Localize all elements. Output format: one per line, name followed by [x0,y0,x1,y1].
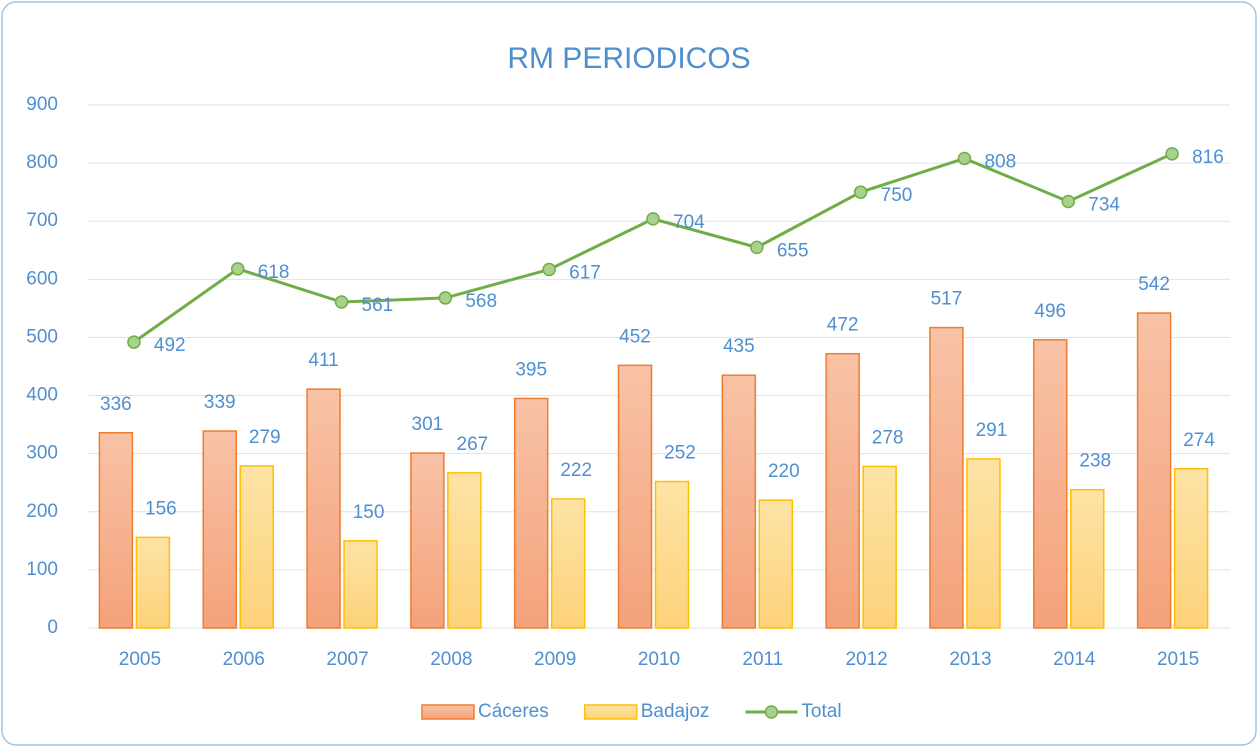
data-label: 472 [827,315,859,336]
data-label: 411 [308,350,338,371]
data-label: 301 [412,414,444,435]
data-label: 618 [258,262,290,283]
data-label: 156 [145,498,177,519]
legend-swatch [421,704,475,720]
data-label: 435 [723,336,755,357]
legend-item: Cáceres [421,701,549,722]
line-marker [1165,147,1179,161]
bar [306,388,341,629]
legend-label: Badajoz [641,701,710,722]
legend-item: Total [745,701,842,722]
data-label: 704 [673,212,705,233]
data-label: 750 [881,185,913,206]
data-label: 808 [984,151,1016,172]
bar [1033,339,1068,629]
line-marker [334,295,349,309]
y-tick-label: 600 [26,268,58,289]
bar [617,364,653,629]
data-label: 336 [100,394,132,415]
bar [343,540,378,629]
bar [202,430,237,629]
bar [721,374,757,629]
bar [825,352,860,629]
data-label: 734 [1088,194,1120,215]
x-tick-label: 2012 [845,649,887,670]
x-tick-label: 2013 [949,649,991,670]
bar [1136,312,1172,629]
data-label: 252 [664,443,696,464]
line-marker [750,240,764,255]
legend-label: Total [801,701,841,722]
data-label: 339 [204,392,236,413]
line-marker [646,212,660,226]
line-marker [542,262,556,277]
legend-label: Cáceres [478,701,549,722]
data-label: 568 [465,291,497,312]
data-label: 222 [560,460,592,481]
y-tick-label: 400 [26,385,58,406]
data-label: 452 [619,326,651,347]
data-label: 279 [249,427,281,448]
y-tick-label: 300 [26,443,58,464]
bar [1070,488,1105,629]
data-label: 238 [1079,451,1111,472]
data-label: 561 [362,295,394,316]
bar [239,465,274,629]
data-label: 492 [154,335,186,356]
bar [513,397,549,629]
bar [135,536,171,629]
x-tick-label: 2009 [534,649,576,670]
x-tick-label: 2011 [742,649,783,670]
line-marker [853,185,868,199]
data-label: 617 [569,262,601,283]
bar [447,472,482,629]
x-tick-label: 2005 [119,649,161,670]
data-label: 150 [353,502,385,523]
data-label: 816 [1192,147,1224,168]
line-marker [1061,194,1076,209]
line-marker [438,291,453,305]
bar [550,498,586,629]
data-label: 395 [515,359,547,380]
bar [929,326,964,629]
data-label: 655 [777,240,809,261]
y-tick-label: 500 [26,326,58,347]
data-label: 496 [1034,301,1066,322]
chart-title: RM PERIODICOS [507,42,750,75]
x-tick-label: 2014 [1053,649,1096,670]
data-label: 278 [872,427,904,448]
line-marker [127,335,141,349]
bar [410,452,445,629]
legend-swatch [764,705,779,719]
data-label: 517 [931,289,963,310]
data-label: 274 [1183,430,1215,451]
line-marker [957,151,972,166]
y-tick-label: 900 [26,94,58,115]
legend-swatch [584,704,638,720]
y-tick-label: 800 [26,152,58,173]
data-label: 291 [976,420,1008,441]
bar [654,480,690,629]
line-marker [230,262,245,276]
y-tick-label: 200 [26,501,58,522]
data-label: 542 [1138,274,1170,295]
data-label: 267 [457,434,489,455]
x-tick-label: 2010 [638,649,680,670]
bar [862,465,897,629]
x-tick-label: 2007 [326,649,368,670]
y-tick-label: 700 [26,210,58,231]
bar [1173,468,1209,629]
bar [758,499,794,629]
y-tick-label: 0 [47,617,58,638]
data-label: 220 [768,461,800,482]
y-tick-label: 100 [26,559,58,580]
legend-item: Badajoz [584,701,710,722]
bar [98,431,134,629]
bar [966,458,1001,629]
x-tick-label: 2006 [223,649,265,670]
x-tick-label: 2008 [430,649,472,670]
x-tick-label: 2015 [1157,649,1199,670]
